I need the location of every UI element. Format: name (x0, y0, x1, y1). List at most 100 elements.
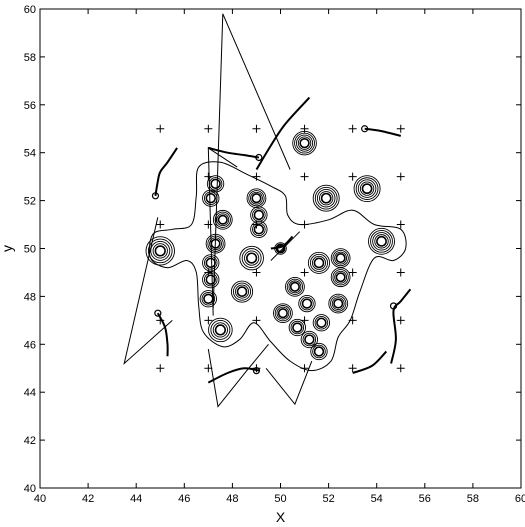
plus-marker (300, 172, 309, 181)
plus-marker (156, 316, 165, 325)
contour-ring (210, 178, 221, 190)
x-tick-label: 56 (419, 493, 431, 505)
contour-peak (208, 317, 233, 343)
contour-ring (212, 322, 228, 338)
triangle-line (207, 343, 269, 408)
contour-peak (273, 303, 293, 323)
contour-peak (202, 189, 220, 207)
contour-ring (334, 251, 348, 265)
contour-ring (357, 179, 377, 198)
x-tick-label: 58 (467, 493, 479, 505)
contour-peak (330, 248, 351, 268)
contour-ring (251, 193, 262, 204)
contour-ring (314, 316, 329, 330)
trajectory-line (390, 288, 412, 364)
trajectory-line (352, 350, 388, 374)
contour-ring (332, 249, 349, 267)
contour-ring (333, 298, 344, 309)
trajectory-line (208, 146, 260, 159)
contour-ring (205, 193, 216, 204)
contour-peak (328, 293, 349, 314)
contour-ring (216, 213, 230, 227)
plus-marker (252, 124, 261, 133)
trajectory-line (154, 147, 178, 196)
contour-peak (298, 294, 316, 313)
trajectory-line (156, 312, 169, 357)
plus-marker (252, 172, 261, 181)
contour-peak (310, 342, 328, 361)
contour-ring (239, 245, 264, 271)
plus-marker (348, 268, 357, 277)
contour-ring (294, 132, 315, 154)
plus-marker (396, 220, 405, 229)
contour-ring (199, 290, 218, 308)
contour-ring (289, 281, 300, 292)
contour-ring (209, 237, 222, 251)
plus-marker (204, 124, 213, 133)
y-axis-ticks: 40 42 44 46 48 50 52 54 56 58 60 (24, 4, 521, 495)
contour-ring (302, 332, 317, 347)
contour-ring (300, 330, 319, 349)
contour-ring (214, 211, 231, 228)
contour-ring (290, 320, 305, 335)
contour-ring (236, 286, 248, 297)
contour-ring (312, 314, 331, 332)
triangle-line (123, 217, 173, 365)
contour-peak (239, 245, 264, 271)
contour-ring (374, 234, 389, 249)
contour-peak (288, 318, 306, 337)
contour-ring (288, 280, 302, 294)
plus-marker (156, 364, 165, 373)
plus-marker (396, 316, 405, 325)
trajectory-line (207, 367, 260, 384)
contour-peak (292, 130, 317, 156)
x-tick-label: 48 (226, 493, 238, 505)
y-tick-label: 50 (24, 244, 36, 256)
contour-ring (205, 257, 216, 269)
contour-ring (332, 269, 349, 286)
contour-peak (330, 267, 351, 288)
contour-ring (334, 270, 348, 284)
plus-marker (252, 220, 261, 229)
plot-content (123, 13, 412, 408)
contour-ring (205, 274, 216, 285)
contour-ring (285, 276, 305, 297)
contour-ring (330, 295, 347, 312)
contour-ring (202, 189, 220, 207)
triangle-line (265, 360, 313, 406)
contour-ring (335, 272, 346, 283)
plot-area (123, 13, 412, 408)
trajectory-marker (276, 244, 285, 253)
contour-ring (313, 257, 325, 269)
contour-ring (208, 177, 223, 191)
y-tick-label: 60 (24, 4, 36, 16)
contour-ring (208, 317, 233, 343)
contour-ring (154, 245, 166, 257)
plus-marker (252, 268, 261, 277)
plus-marker (204, 172, 213, 181)
contour-ring (353, 175, 381, 203)
plus-marker (300, 220, 309, 229)
contour-ring (300, 296, 314, 311)
plus-marker (204, 220, 213, 229)
plus-marker (396, 172, 405, 181)
triangle-line (270, 231, 301, 261)
contour-ring (210, 238, 221, 249)
contour-ring (288, 318, 306, 337)
plus-marker (204, 316, 213, 325)
trajectory-line (364, 127, 402, 137)
contour-ring (277, 308, 288, 319)
contour-ring (312, 344, 326, 359)
x-tick-label: 42 (82, 493, 94, 505)
y-tick-label: 56 (24, 100, 36, 112)
plus-marker (348, 172, 357, 181)
contour-ring (370, 229, 393, 253)
plus-marker (300, 364, 309, 373)
contour-ring (203, 256, 218, 270)
x-tick-label: 52 (322, 493, 334, 505)
trajectory-line (255, 96, 311, 171)
triangle-line (212, 13, 291, 309)
plus-marker (204, 268, 213, 277)
contour-ring (328, 293, 349, 314)
contour-ring (320, 192, 332, 204)
